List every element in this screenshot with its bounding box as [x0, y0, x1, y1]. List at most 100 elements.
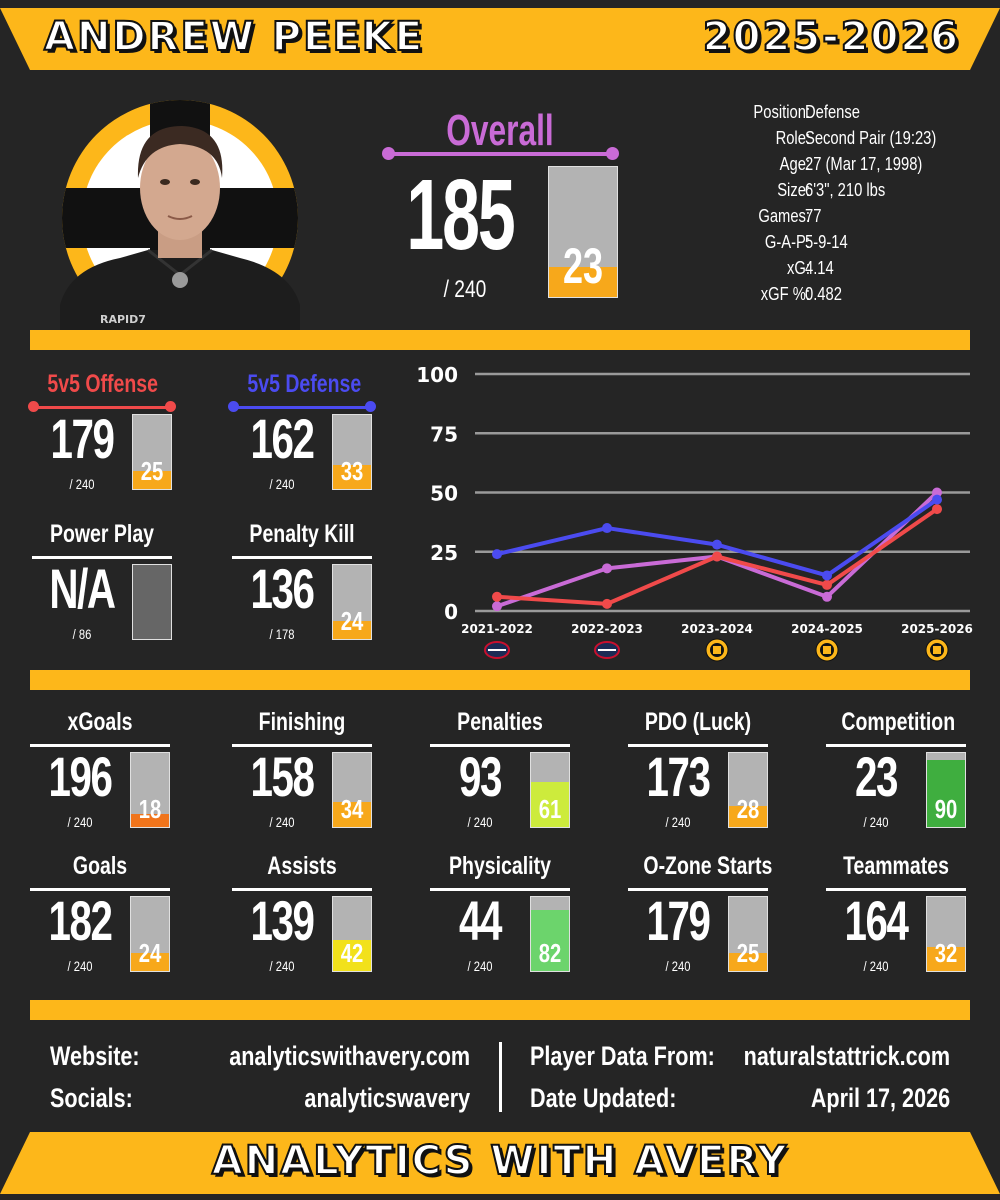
- percentile-value: 25: [736, 938, 760, 968]
- percentile-bar-fill: [131, 953, 169, 971]
- info-row: xG: 4.14: [700, 258, 980, 284]
- svg-text:RAPID7: RAPID7: [100, 313, 146, 326]
- stat-title: PDO (Luck): [644, 708, 752, 736]
- overall-label: Overall: [446, 106, 554, 155]
- info-label: G-A-P:: [764, 232, 810, 252]
- stat-title: Goals: [72, 852, 128, 880]
- info-value: Defense: [805, 102, 860, 122]
- defense-stat: 5v5 Defense 162 / 240 33: [228, 370, 376, 500]
- overall-dot-right: [606, 147, 619, 160]
- percentile-bar: 42: [332, 896, 372, 972]
- teammates-stat: Teammates 164 / 240 32: [826, 852, 966, 982]
- stat-title: Teammates: [843, 852, 949, 880]
- x-tick-label: 2023-2024: [681, 622, 753, 636]
- percentile-bar: 25: [728, 896, 768, 972]
- overall-denom: / 240: [443, 276, 487, 303]
- percentile-bar-fill: [531, 910, 569, 971]
- stat-title: O-Zone Starts: [643, 852, 773, 880]
- stat-denominator: / 240: [863, 814, 889, 830]
- percentile-value: 18: [138, 794, 162, 824]
- o-zone-starts-stat: O-Zone Starts 179 / 240 25: [628, 852, 773, 982]
- series-point-offense: [602, 598, 612, 609]
- y-tick-label: 100: [416, 363, 458, 387]
- website-label: Website:: [50, 1041, 140, 1071]
- info-value: 27 (Mar 17, 1998): [805, 154, 923, 174]
- series-point-overall: [492, 601, 502, 612]
- stat-rank: 93: [459, 745, 502, 808]
- stat-underline: [826, 744, 966, 747]
- info-value: 6'3", 210 lbs: [805, 180, 886, 200]
- percentile-value: 28: [736, 794, 760, 824]
- percentile-bar: 90: [926, 752, 966, 828]
- stat-rank: 139: [250, 889, 315, 952]
- overall-rank: 185: [406, 159, 515, 271]
- stat-denominator: / 240: [863, 958, 889, 974]
- overall-block: Overall 185 / 240 23: [380, 100, 650, 310]
- percentile-bar: 33: [332, 414, 372, 490]
- season-label: 2025-2026: [702, 13, 960, 61]
- stat-rank: 196: [48, 745, 113, 808]
- info-row: Position: Defense: [700, 102, 980, 128]
- overall-underline: [388, 152, 613, 156]
- info-label: Size:: [777, 180, 810, 200]
- percentile-value: 82: [538, 938, 562, 968]
- percentile-value: 90: [934, 794, 958, 824]
- series-point-offense: [932, 504, 942, 515]
- stat-rank: 182: [48, 889, 113, 952]
- stat-underline: [32, 556, 172, 559]
- stat-denominator: / 240: [269, 958, 295, 974]
- date-updated-value: April 17, 2026: [810, 1083, 950, 1113]
- stat-underline: [430, 744, 570, 747]
- socials-label: Socials:: [50, 1083, 133, 1113]
- goals-stat: Goals 182 / 240 24: [30, 852, 170, 982]
- stat-title: Finishing: [258, 708, 346, 736]
- player-name: ANDREW PEEKE: [43, 13, 425, 61]
- info-label: Role:: [775, 128, 810, 148]
- percentile-bar-fill: [729, 952, 767, 971]
- percentile-value: 34: [340, 794, 364, 824]
- stat-underline: [30, 888, 170, 891]
- stat-denominator: / 240: [269, 814, 295, 830]
- stat-title: Competition: [841, 708, 956, 736]
- offense-stat: 5v5 Offense 179 / 240 25: [28, 370, 176, 500]
- stat-underline: [232, 556, 372, 559]
- power-play-stat: Power Play N/A / 86: [32, 520, 172, 650]
- overall-bar-fill: [549, 267, 617, 297]
- percentile-bar: 24: [130, 896, 170, 972]
- y-tick-label: 75: [430, 422, 458, 446]
- percentile-bar-fill: [333, 464, 371, 489]
- stat-title: xGoals: [67, 708, 133, 736]
- percentile-bar: 32: [926, 896, 966, 972]
- stat-underline: [826, 888, 966, 891]
- x-tick-label: 2022-2023: [571, 622, 643, 636]
- stat-rank: 162: [250, 407, 315, 470]
- percentile-value: 24: [138, 938, 162, 968]
- stat-title: Penalties: [457, 708, 543, 736]
- percentile-bar-fill: [927, 947, 965, 971]
- percentile-bar: 24: [332, 564, 372, 640]
- stat-underline: [232, 406, 372, 409]
- stat-underline: [32, 406, 172, 409]
- percentile-bar-fill: [133, 470, 171, 489]
- stat-denominator: / 240: [665, 814, 691, 830]
- info-row: Size: 6'3", 210 lbs: [700, 180, 980, 206]
- info-row: G-A-P: 5-9-14: [700, 232, 980, 258]
- stat-rank: 164: [844, 889, 909, 952]
- percentile-bar-fill: [333, 939, 371, 971]
- series-point-offense: [492, 591, 502, 602]
- percentile-value: 33: [340, 456, 364, 486]
- info-label: xG:: [787, 258, 810, 278]
- socials-link[interactable]: analyticswavery: [304, 1083, 470, 1113]
- series-line-defense: [496, 497, 939, 578]
- stat-rank: 173: [646, 745, 711, 808]
- data-source-link[interactable]: naturalstattrick.com: [743, 1041, 950, 1071]
- overall-percentile: 23: [562, 238, 604, 294]
- stat-rank: 158: [250, 745, 315, 808]
- stat-underline-dot: [28, 401, 39, 412]
- y-tick-label: 25: [430, 541, 458, 565]
- website-link[interactable]: analyticswithavery.com: [229, 1041, 470, 1071]
- info-label: Position:: [753, 102, 810, 122]
- percentile-bar-fill: [333, 621, 371, 639]
- divider-stripe-2: [30, 670, 970, 690]
- overall-dot-left: [382, 147, 395, 160]
